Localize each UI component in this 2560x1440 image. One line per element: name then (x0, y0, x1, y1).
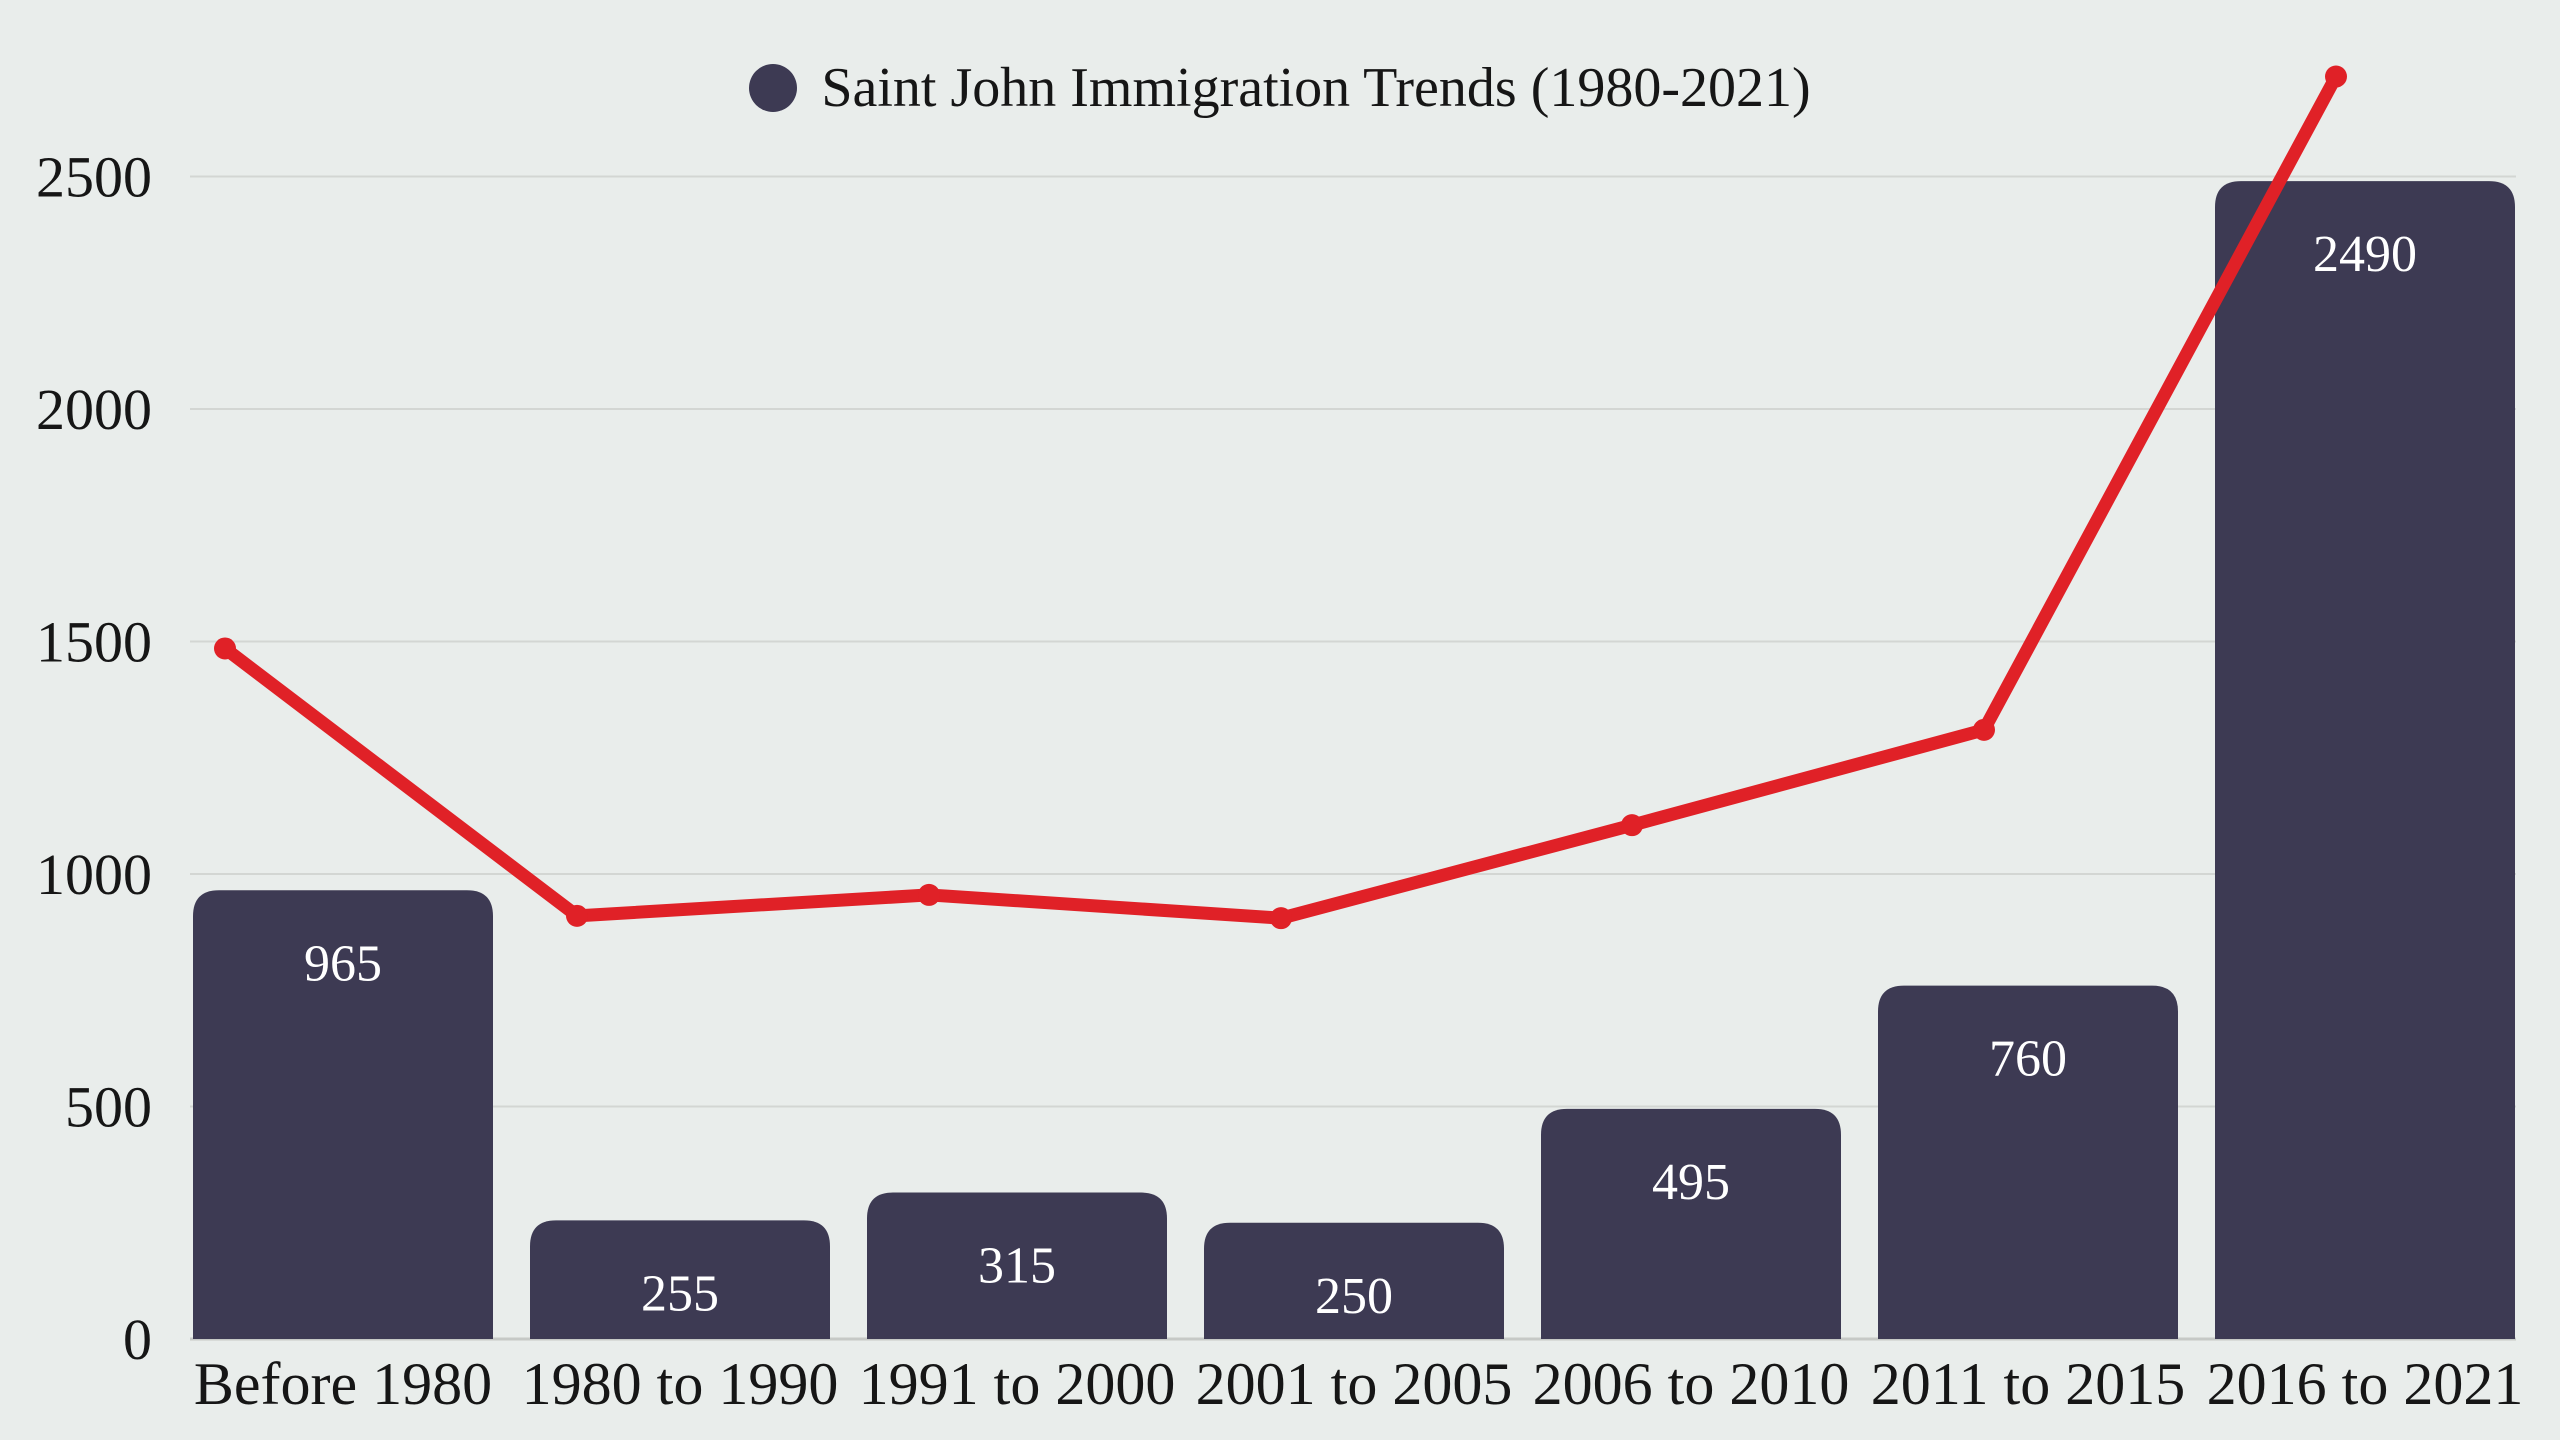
x-tick-label: 2001 to 2005 (1196, 1351, 1513, 1417)
trend-point (1621, 814, 1643, 837)
bar-value-label: 2490 (2313, 226, 2417, 283)
y-tick-label: 2500 (36, 145, 152, 210)
bar (530, 1220, 830, 1339)
y-tick-label: 0 (123, 1307, 152, 1372)
y-axis-tick-labels: 0 500 1000 1500 2000 2500 (36, 145, 152, 1373)
y-tick-label: 1500 (36, 610, 152, 675)
bar-value-label: 495 (1652, 1154, 1730, 1211)
x-axis-tick-labels: Before 1980 1980 to 1990 1991 to 2000 2001 … (194, 1351, 2523, 1417)
bar-value-label: 965 (304, 935, 382, 992)
trend-point (214, 637, 236, 660)
trend-point (1270, 907, 1292, 930)
x-tick-label: 2006 to 2010 (1533, 1351, 1850, 1417)
bar-value-labels: 965 255 315 250 495 760 2490 (304, 226, 2417, 1325)
bar (1204, 1222, 1504, 1339)
x-tick-label: 2011 to 2015 (1871, 1351, 2185, 1417)
trend-point (918, 883, 940, 906)
bar (2215, 181, 2515, 1339)
y-tick-label: 500 (65, 1075, 152, 1140)
y-tick-label: 2000 (36, 377, 152, 442)
trend-point (2325, 65, 2347, 88)
bar-value-label: 255 (641, 1265, 719, 1322)
trend-line (218, 70, 2343, 925)
x-tick-label: 1980 to 1990 (522, 1351, 839, 1417)
bar-value-label: 760 (1989, 1031, 2067, 1088)
bar-series (193, 181, 2515, 1339)
bar (1878, 985, 2178, 1339)
trend-point (1973, 718, 1995, 741)
bar (867, 1192, 1167, 1339)
bar (193, 890, 493, 1339)
y-tick-label: 1000 (36, 842, 152, 907)
trend-point (566, 904, 588, 927)
bar (1541, 1108, 1841, 1339)
x-tick-label: Before 1980 (194, 1351, 492, 1417)
trend-line-series (214, 65, 2347, 930)
bar-value-label: 315 (978, 1238, 1056, 1295)
bar-value-label: 250 (1315, 1268, 1393, 1325)
x-tick-label: 2016 to 2021 (2207, 1351, 2524, 1417)
x-tick-label: 1991 to 2000 (859, 1351, 1176, 1417)
